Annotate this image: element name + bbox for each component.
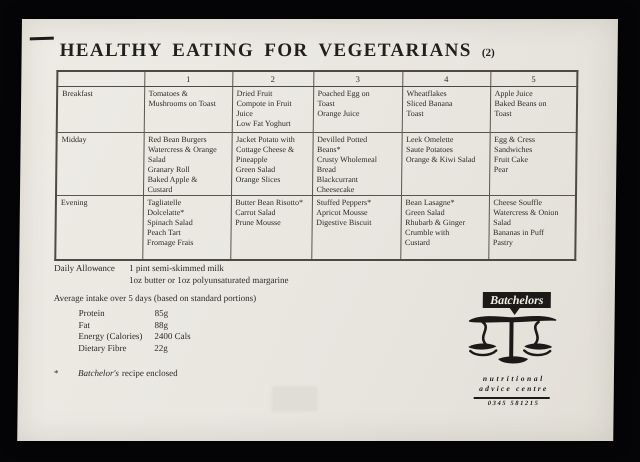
nutrient-label: Protein <box>78 308 105 318</box>
average-intake-heading: Average intake over 5 days (based on sta… <box>53 293 257 303</box>
footnote-text: Batchelor's recipe enclosed <box>78 368 178 378</box>
left-steam-wisp <box>481 320 489 348</box>
nutrient-value: 22g <box>154 342 168 353</box>
menu-cell: Devilled Potted Beans* Crusty Wholemeal … <box>311 132 402 196</box>
left-pan-bowl <box>469 349 498 357</box>
nutrition-row: Energy (Calories) 2400 Cals <box>78 331 190 343</box>
scales-icon: Batchelors <box>468 292 557 364</box>
asterisk-marker: * <box>53 368 59 378</box>
menu-cell: Butter Bean Risotto* Carrot Salad Prune … <box>230 195 312 260</box>
menu-cell: Tagliatelle Dolcelatte* Spinach Salad Pe… <box>142 195 231 260</box>
scan-smudge <box>271 386 318 412</box>
banner-shape <box>482 292 551 315</box>
row-label-midday: Midday <box>55 132 144 196</box>
menu-cell: Poached Egg on Toast Orange Juice <box>312 86 403 133</box>
daily-allowance-lines: 1 pint semi-skimmed milk 1oz butter or 1… <box>129 262 429 286</box>
row-label-evening: Evening <box>55 195 143 260</box>
nutrient-value: 2400 Cals <box>154 331 191 341</box>
table-header-row: 1 2 3 4 5 <box>57 71 578 87</box>
left-pan <box>468 343 497 350</box>
menu-cell: Bean Lasagne* Green Salad Rhubarb & Ging… <box>400 195 489 260</box>
logo-phone-number: 0345 581215 <box>487 400 540 407</box>
nutrient-value: 88g <box>154 319 169 330</box>
title-text: HEALTHY EATING FOR VEGETARIANS <box>59 40 472 61</box>
document-page: HEALTHY EATING FOR VEGETARIANS (2) 1 2 3… <box>17 19 619 441</box>
logo-divider <box>473 397 550 399</box>
menu-cell: Wheatflakes Sliced Banana Toast <box>401 86 491 133</box>
column-header-1: 1 <box>144 71 233 87</box>
right-steam-wisp <box>531 320 540 348</box>
title-number: (2) <box>481 47 495 59</box>
nutrient-label: Fat <box>78 319 91 330</box>
menu-cell: Apple Juice Baked Beans on Toast <box>489 86 578 133</box>
scales-base <box>498 356 529 364</box>
column-header-2: 2 <box>232 71 314 87</box>
menu-cell: Stuffed Peppers* Apricot Mousse Digestiv… <box>311 195 401 260</box>
daily-allowance-dash: - <box>97 263 101 273</box>
menu-cell: Tomatoes & Mushrooms on Toast <box>143 86 233 133</box>
column-header-5: 5 <box>490 71 578 87</box>
menu-cell: Dried Fruit Compote in Fruit Juice Low F… <box>231 86 314 133</box>
nutrient-label: Energy (Calories) <box>78 331 143 341</box>
logo-tagline-1: nutritional <box>482 374 545 383</box>
nutrition-row: Fat 88g <box>78 320 190 332</box>
nutrient-label: Dietary Fibre <box>78 342 127 353</box>
nutrition-list: Protein 85g Fat 88g Energy (Calories) 2400 … <box>78 308 191 354</box>
nutrition-row: Dietary Fibre 22g <box>78 343 190 355</box>
column-header-blank <box>57 71 145 87</box>
logo-brand-text: Batchelors <box>489 293 544 307</box>
scales-pole <box>509 319 514 359</box>
daily-allowance-line: 1 pint semi-skimmed milk <box>129 263 224 273</box>
column-header-3: 3 <box>313 71 403 87</box>
row-label-breakfast: Breakfast <box>56 86 145 133</box>
registration-dash <box>29 36 54 40</box>
menu-cell: Leek Omelette Saute Potatoes Orange & Ki… <box>400 132 490 196</box>
menu-cell: Jacket Potato with Cottage Cheese & Pine… <box>230 132 313 196</box>
menu-cell: Egg & Cress Sandwiches Fruit Cake Pear <box>488 132 577 196</box>
page-title: HEALTHY EATING FOR VEGETARIANS (2) <box>60 40 495 62</box>
menu-cell: Cheese Souffle Watercress & Onion Salad … <box>488 195 576 260</box>
daily-allowance-label: Daily Allowance <box>54 263 115 273</box>
daily-allowance-line: 1oz butter or 1oz polyunsaturated margar… <box>128 275 289 285</box>
table-row-breakfast: Breakfast Tomatoes & Mushrooms on Toast … <box>56 86 578 133</box>
right-pan <box>524 343 553 350</box>
table-row-evening: Evening Tagliatelle Dolcelatte* Spinach … <box>55 195 576 260</box>
table-row-midday: Midday Red Bean Burgers Watercress & Ora… <box>55 132 577 196</box>
meal-plan-table: 1 2 3 4 5 Breakfast Tomatoes & Mushrooms… <box>54 70 579 261</box>
footnote-rest: recipe enclosed <box>121 368 178 378</box>
column-header-4: 4 <box>402 71 491 87</box>
batchelors-logo: Batchelors nutritional advice centre <box>462 288 567 413</box>
menu-cell: Red Bean Burgers Watercress & Orange Sal… <box>142 132 232 196</box>
logo-tagline-2: advice centre <box>479 384 549 393</box>
nutrition-row: Protein 85g <box>79 308 191 320</box>
right-pan-bowl <box>523 349 552 357</box>
footnote-brand: Batchelor's <box>77 368 119 378</box>
nutrient-value: 85g <box>154 308 169 318</box>
